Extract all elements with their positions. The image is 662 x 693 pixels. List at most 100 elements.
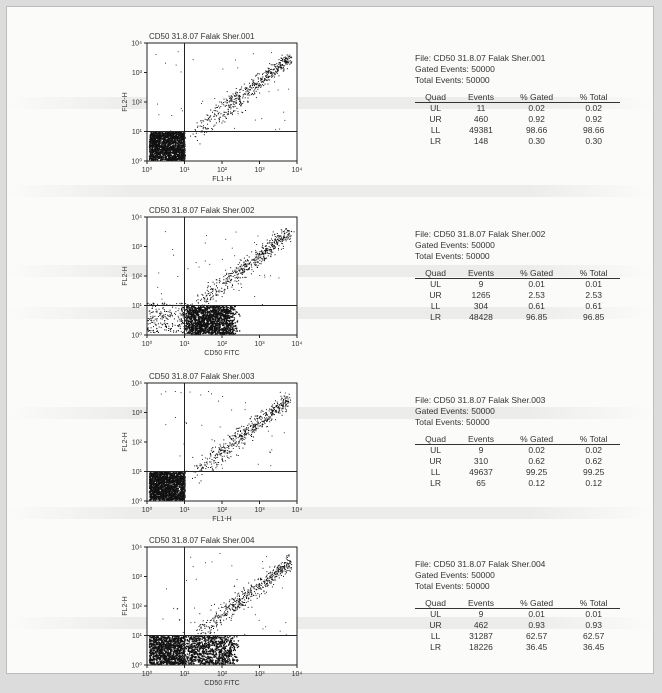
x-tick-label: 10² <box>217 671 228 678</box>
x-tick-label: 10¹ <box>179 341 190 348</box>
table-cell: 0.62 <box>567 456 620 467</box>
stats-file-line: File: CD50 31.8.07 Falak Sher.004 <box>415 559 625 570</box>
quadrant-table-header: Quad <box>415 268 456 279</box>
x-tick-label: 10⁰ <box>142 506 153 514</box>
table-cell: LL <box>415 467 456 478</box>
table-cell: UL <box>415 445 456 457</box>
quadrant-table-header: Quad <box>415 434 456 445</box>
quadrant-table-header: % Gated <box>506 268 567 279</box>
y-tick-label: 10² <box>132 100 143 107</box>
scatter-plot-2: CD50 31.8.07 Falak Sher.002 10⁰ 10¹ 10² 10³ 1… <box>107 203 317 363</box>
y-tick-label: 10⁴ <box>131 41 142 48</box>
quadrant-table-header: % Total <box>567 92 620 103</box>
y-tick-label: 10⁰ <box>131 498 142 506</box>
table-cell: 31287 <box>456 631 506 642</box>
table-cell: 98.66 <box>567 125 620 136</box>
table-cell: 0.93 <box>567 620 620 631</box>
stats-gated-line: Gated Events: 50000 <box>415 570 625 581</box>
table-cell: 0.02 <box>506 103 567 115</box>
y-tick-label: 10¹ <box>132 633 143 640</box>
table-cell: UR <box>415 456 456 467</box>
y-tick-label: 10¹ <box>132 129 143 136</box>
x-tick-label: 10⁴ <box>292 671 303 678</box>
table-cell: UL <box>415 279 456 291</box>
table-cell: 462 <box>456 620 506 631</box>
table-cell: 0.92 <box>567 114 620 125</box>
table-cell: 0.02 <box>567 445 620 457</box>
y-tick-label: 10³ <box>132 70 143 77</box>
y-tick-label: 10² <box>132 604 143 611</box>
table-cell: 0.02 <box>506 445 567 457</box>
table-cell: LR <box>415 136 456 147</box>
x-tick-label: 10² <box>217 341 228 348</box>
x-axis-label: CD50 FITC <box>204 350 239 357</box>
stats-file-line: File: CD50 31.8.07 Falak Sher.003 <box>415 395 625 406</box>
stats-gated-line: Gated Events: 50000 <box>415 64 625 75</box>
x-axis-label: FL1-H <box>212 516 231 523</box>
table-cell: LL <box>415 125 456 136</box>
x-tick-label: 10⁰ <box>142 340 153 348</box>
table-cell: LR <box>415 478 456 489</box>
y-tick-label: 10³ <box>132 574 143 581</box>
x-tick-label: 10¹ <box>179 167 190 174</box>
stats-file-line: File: CD50 31.8.07 Falak Sher.001 <box>415 53 625 64</box>
flow-panel-4: CD50 31.8.07 Falak Sher.004 10⁰ 10¹ 10² 10³ 1… <box>7 533 655 693</box>
table-cell: 36.45 <box>567 642 620 653</box>
table-cell: UR <box>415 620 456 631</box>
quadrant-table-header: Events <box>456 598 506 609</box>
table-cell: UR <box>415 114 456 125</box>
table-cell: 0.92 <box>506 114 567 125</box>
table-cell: 304 <box>456 301 506 312</box>
table-cell: 96.85 <box>567 312 620 323</box>
x-tick-label: 10² <box>217 507 228 514</box>
x-tick-label: 10⁰ <box>142 670 153 678</box>
stats-total-line: Total Events: 50000 <box>415 75 625 86</box>
plot-title: CD50 31.8.07 Falak Sher.004 <box>149 536 255 545</box>
flow-panel-3: CD50 31.8.07 Falak Sher.003 10⁰ 10¹ 10² 10³ 1… <box>7 369 655 529</box>
table-cell: LL <box>415 631 456 642</box>
quadrant-table-header: % Gated <box>506 598 567 609</box>
x-tick-label: 10³ <box>254 507 265 514</box>
table-cell: 0.12 <box>567 478 620 489</box>
plot-title: CD50 31.8.07 Falak Sher.003 <box>149 372 255 381</box>
scatter-plot-3: CD50 31.8.07 Falak Sher.003 10⁰ 10¹ 10² 10³ 1… <box>107 369 317 529</box>
quadrant-table-header: % Total <box>567 268 620 279</box>
table-cell: UL <box>415 103 456 115</box>
table-cell: 48428 <box>456 312 506 323</box>
x-tick-label: 10¹ <box>179 507 190 514</box>
quadrant-table-header: Events <box>456 268 506 279</box>
y-tick-label: 10² <box>132 274 143 281</box>
table-cell: 0.12 <box>506 478 567 489</box>
table-cell: UL <box>415 609 456 621</box>
quadrant-table-header: Events <box>456 92 506 103</box>
x-tick-label: 10⁴ <box>292 167 303 174</box>
table-cell: 310 <box>456 456 506 467</box>
table-cell: 98.66 <box>506 125 567 136</box>
table-cell: 11 <box>456 103 506 115</box>
table-cell: 9 <box>456 279 506 291</box>
plot-title: CD50 31.8.07 Falak Sher.002 <box>149 206 255 215</box>
stats-total-line: Total Events: 50000 <box>415 581 625 592</box>
table-cell: 36.45 <box>506 642 567 653</box>
table-cell: 62.57 <box>567 631 620 642</box>
stats-file-line: File: CD50 31.8.07 Falak Sher.002 <box>415 229 625 240</box>
stats-total-line: Total Events: 50000 <box>415 251 625 262</box>
y-tick-label: 10³ <box>132 244 143 251</box>
x-tick-label: 10⁴ <box>292 341 303 348</box>
table-cell: 0.61 <box>567 301 620 312</box>
x-tick-label: 10⁰ <box>142 166 153 174</box>
table-cell: 0.01 <box>506 609 567 621</box>
